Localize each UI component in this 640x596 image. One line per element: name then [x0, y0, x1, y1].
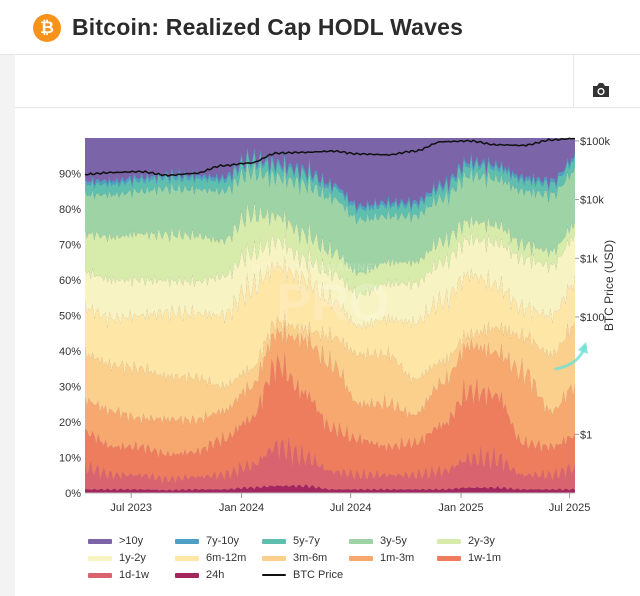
watermark-line1: BITCOIN MAGAZINE	[252, 262, 375, 274]
y-left-tick-label: 40%	[59, 346, 81, 358]
legend-swatch	[262, 539, 286, 544]
price-layer	[84, 137, 575, 177]
legend-label: 3m-6m	[293, 552, 328, 564]
watermark-line2: PRO	[277, 274, 390, 332]
toolbar-divider	[573, 55, 574, 107]
btc-price-line	[84, 137, 575, 177]
y-right-axis-label: BTC Price (USD)	[602, 240, 616, 331]
y-left-tick-label: 70%	[59, 240, 81, 252]
y-left-tick-label: 10%	[59, 453, 81, 465]
bitcoin-logo-glyph: ₿	[40, 18, 54, 38]
legend-label: 1w-1m	[468, 552, 502, 564]
area-1d-1w-series	[85, 437, 575, 491]
y-right-tick-label: $100	[580, 312, 604, 324]
legend-label: 2y-3y	[468, 535, 495, 547]
y-right-tick-label: $100k	[580, 136, 610, 148]
y-left-tick-label: 90%	[59, 169, 81, 181]
area-10y-series	[85, 138, 575, 210]
area-1w-1m-series	[85, 350, 575, 485]
legend-label: 3y-5y	[380, 535, 407, 547]
x-tick-label: Jan 2024	[219, 502, 264, 514]
legend-swatch	[175, 573, 199, 578]
left-rail	[0, 55, 15, 596]
legend-swatch	[88, 573, 112, 578]
legend-label: 7y-10y	[206, 535, 240, 547]
area-1y-2y-series	[85, 229, 575, 330]
legend-swatch	[437, 556, 461, 561]
legend-swatch	[349, 539, 373, 544]
legend-label: 1d-1w	[119, 569, 149, 581]
legend-swatch	[88, 556, 112, 561]
hodl-waves-chart: BITCOIN MAGAZINE PRO 0% 10% 20% 30% 40% 50% 60…	[59, 136, 616, 514]
highlight-arrow	[554, 342, 588, 371]
page-title: Bitcoin: Realized Cap HODL Waves	[72, 14, 464, 40]
y-left-tick-label: 60%	[59, 275, 81, 287]
y-right-tick-label: $10k	[580, 195, 604, 207]
chart-legend: >10y 7y-10y 5y-7y 3y-5y 2y-3y 1y-2y 6m-12m 3m-6…	[88, 534, 628, 594]
legend-label: 1y-2y	[119, 552, 146, 564]
legend-label: 5y-7y	[293, 535, 320, 547]
legend-label: 6m-12m	[206, 552, 247, 564]
y-left-tick-label: 30%	[59, 382, 81, 394]
x-tick-label: Jul 2024	[330, 502, 372, 514]
area-3m-6m-series	[85, 309, 575, 427]
y-left-tick-label: 20%	[59, 417, 81, 429]
y-right-tick-label: $1	[580, 429, 592, 441]
area-layers	[85, 138, 575, 493]
area-6m-12m-series	[85, 255, 575, 391]
legend-label: BTC Price	[293, 569, 344, 581]
area-5y-7y-series	[85, 149, 575, 225]
chart-toolbar	[15, 55, 640, 108]
legend-label: >10y	[119, 535, 144, 547]
x-tick-label: Jul 2023	[110, 502, 152, 514]
y-left-tick-label: 0%	[65, 488, 81, 500]
camera-icon-svg	[593, 83, 609, 97]
legend-swatch	[88, 539, 112, 544]
y-left-tick-label: 50%	[59, 311, 81, 323]
x-tick-label: Jul 2025	[549, 502, 591, 514]
page-header: ₿ Bitcoin: Realized Cap HODL Waves	[0, 0, 640, 55]
legend-label: 24h	[206, 569, 225, 581]
area-1m-3m-series	[85, 321, 575, 459]
area-3y-5y-series	[85, 160, 575, 276]
axes: 0% 10% 20% 30% 40% 50% 60% 70% 80% 90% Jul 2023 Jan…	[59, 136, 616, 514]
x-tick-label: Jan 2025	[438, 502, 483, 514]
area-2y-3y-series	[85, 201, 575, 300]
area-7y-10y-series	[85, 146, 575, 214]
legend-label: 1m-3m	[380, 552, 415, 564]
area-24h-series	[85, 484, 575, 493]
y-right-tick-label: $1k	[580, 253, 598, 265]
legend-swatch	[262, 574, 286, 576]
legend-swatch	[437, 539, 461, 544]
watermark: BITCOIN MAGAZINE PRO	[252, 262, 390, 332]
legend-swatch	[175, 556, 199, 561]
legend-swatch	[175, 539, 199, 544]
bitcoin-logo-icon: ₿	[33, 14, 61, 42]
legend-swatch	[349, 556, 373, 561]
y-left-tick-label: 80%	[59, 204, 81, 216]
camera-icon[interactable]	[589, 80, 613, 100]
legend-swatch	[262, 556, 286, 561]
